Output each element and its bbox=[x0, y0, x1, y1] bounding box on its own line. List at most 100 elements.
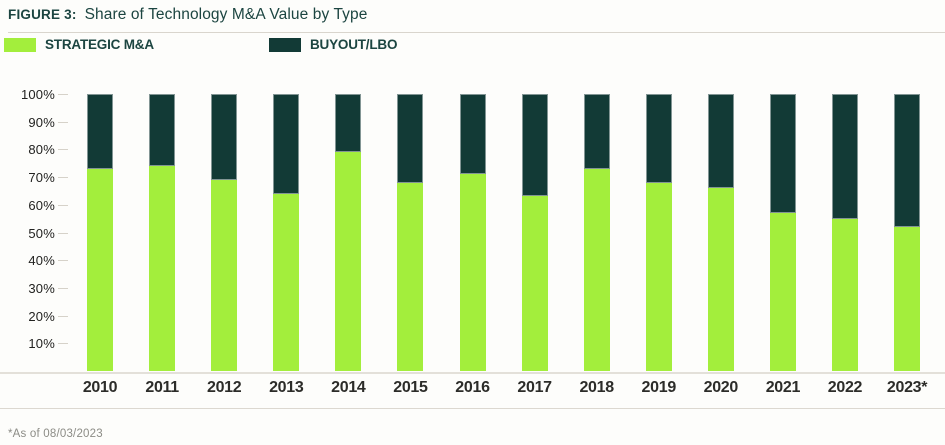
figure-header: FIGURE 3: Share of Technology M&A Value … bbox=[8, 6, 945, 33]
bar-strategic-segment bbox=[149, 166, 176, 371]
y-tick-mark bbox=[58, 149, 68, 151]
stacked-bar-2021 bbox=[769, 94, 796, 371]
legend-item-strategic: STRATEGIC M&A bbox=[4, 37, 154, 52]
bar-column bbox=[814, 94, 876, 371]
bar-buyout-segment bbox=[87, 94, 114, 169]
y-tick-label: 50% bbox=[28, 225, 55, 241]
y-tick-mark bbox=[58, 121, 68, 123]
bar-buyout-segment bbox=[273, 94, 300, 194]
y-tick-label: 20% bbox=[28, 308, 55, 324]
stacked-bar-2018 bbox=[583, 94, 610, 371]
x-axis-baseline bbox=[0, 372, 945, 374]
bar-buyout-segment bbox=[211, 94, 238, 180]
x-axis-labels: 2010 2011 2012 2013 2014 2015 2016 2017 2018 2019… bbox=[69, 379, 938, 397]
x-tick-label: 2017 bbox=[517, 379, 552, 396]
stacked-bar-2012 bbox=[211, 94, 238, 371]
y-tick-label: 70% bbox=[28, 170, 55, 186]
y-tick-mark bbox=[58, 287, 68, 289]
y-tick-label: 40% bbox=[28, 253, 55, 269]
x-tick-label: 2013 bbox=[269, 379, 304, 396]
y-tick-label: 10% bbox=[28, 336, 55, 352]
bar-strategic-segment bbox=[769, 213, 796, 371]
y-tick-label: 60% bbox=[28, 197, 55, 213]
bar-buyout-segment bbox=[149, 94, 176, 167]
legend-item-buyout: BUYOUT/LBO bbox=[269, 37, 397, 52]
y-tick-label: 30% bbox=[28, 280, 55, 296]
stacked-bar-2023 bbox=[894, 94, 921, 371]
y-tick-label: 100% bbox=[20, 87, 55, 102]
bar-column bbox=[504, 94, 566, 371]
bar-strategic-segment bbox=[707, 188, 734, 371]
stacked-bar-2014 bbox=[335, 94, 362, 371]
buyout-swatch-icon bbox=[269, 37, 301, 52]
strategic-swatch-icon bbox=[4, 37, 36, 52]
x-tick-label: 2020 bbox=[703, 379, 739, 396]
bar-column bbox=[628, 94, 690, 371]
bar-buyout-segment bbox=[583, 94, 610, 169]
bar-buyout-segment bbox=[521, 94, 548, 197]
stacked-bar-2013 bbox=[273, 94, 300, 371]
y-tick-mark bbox=[58, 260, 68, 262]
y-tick-label: 80% bbox=[28, 142, 55, 158]
page-title: Share of Technology M&A Value by Type bbox=[84, 6, 368, 23]
stacked-bar-2017 bbox=[521, 94, 548, 371]
bar-column bbox=[566, 94, 628, 371]
footnote: *As of 08/03/2023 bbox=[8, 428, 103, 440]
x-tick-label: 2023* bbox=[886, 379, 928, 396]
x-tick-label: 2015 bbox=[393, 379, 428, 396]
x-tick-label: 2022 bbox=[827, 379, 863, 396]
bar-strategic-segment bbox=[459, 174, 486, 371]
bar-strategic-segment bbox=[894, 226, 921, 371]
bar-columns bbox=[69, 94, 938, 371]
bar-strategic-segment bbox=[831, 218, 858, 371]
bar-buyout-segment bbox=[459, 94, 486, 175]
bar-buyout-segment bbox=[894, 94, 921, 227]
bar-column bbox=[317, 94, 379, 371]
x-tick-label: 2012 bbox=[206, 379, 242, 396]
bar-column bbox=[255, 94, 317, 371]
bar-column bbox=[876, 94, 938, 371]
stacked-bar-2016 bbox=[459, 94, 486, 371]
stacked-bar-2019 bbox=[645, 94, 672, 371]
bar-strategic-segment bbox=[87, 168, 114, 371]
bar-buyout-segment bbox=[707, 94, 734, 189]
y-tick-mark bbox=[58, 204, 68, 206]
bar-column bbox=[131, 94, 193, 371]
bar-buyout-segment bbox=[335, 94, 362, 153]
x-tick-label: 2021 bbox=[765, 379, 801, 396]
stacked-bar-2022 bbox=[831, 94, 858, 371]
bar-strategic-segment bbox=[335, 152, 362, 371]
figure-label: FIGURE 3: bbox=[8, 7, 77, 22]
bar-column bbox=[690, 94, 752, 371]
y-tick-mark bbox=[58, 315, 68, 317]
y-tick-mark bbox=[58, 232, 68, 234]
legend-label: STRATEGIC M&A bbox=[45, 37, 154, 52]
stacked-bar-2011 bbox=[149, 94, 176, 371]
bar-buyout-segment bbox=[397, 94, 424, 183]
stacked-bar-2020 bbox=[707, 94, 734, 371]
stacked-bar-chart: 10% 20% 30% 40% 50% 60% 70% 80% 90% 100% bbox=[0, 88, 945, 371]
bar-column bbox=[193, 94, 255, 371]
bar-column bbox=[441, 94, 503, 371]
bar-buyout-segment bbox=[831, 94, 858, 219]
bar-column bbox=[752, 94, 814, 371]
x-tick-label: 2011 bbox=[145, 379, 179, 396]
bar-column bbox=[69, 94, 131, 371]
y-tick-mark bbox=[58, 177, 68, 179]
y-tick-label: 90% bbox=[28, 114, 55, 130]
bottom-divider bbox=[0, 408, 945, 409]
x-tick-label: 2010 bbox=[82, 379, 118, 396]
x-tick-label: 2014 bbox=[331, 379, 366, 396]
chart-legend: STRATEGIC M&A BUYOUT/LBO bbox=[4, 37, 937, 55]
x-tick-label: 2018 bbox=[579, 379, 614, 396]
bar-strategic-segment bbox=[583, 168, 610, 371]
y-tick-mark bbox=[58, 343, 68, 345]
bar-buyout-segment bbox=[645, 94, 672, 183]
bar-buyout-segment bbox=[769, 94, 796, 214]
bar-strategic-segment bbox=[397, 182, 424, 371]
bar-strategic-segment bbox=[521, 196, 548, 371]
title-divider bbox=[8, 32, 945, 33]
bar-column bbox=[379, 94, 441, 371]
y-tick-mark bbox=[58, 94, 68, 95]
stacked-bar-2010 bbox=[87, 94, 114, 371]
